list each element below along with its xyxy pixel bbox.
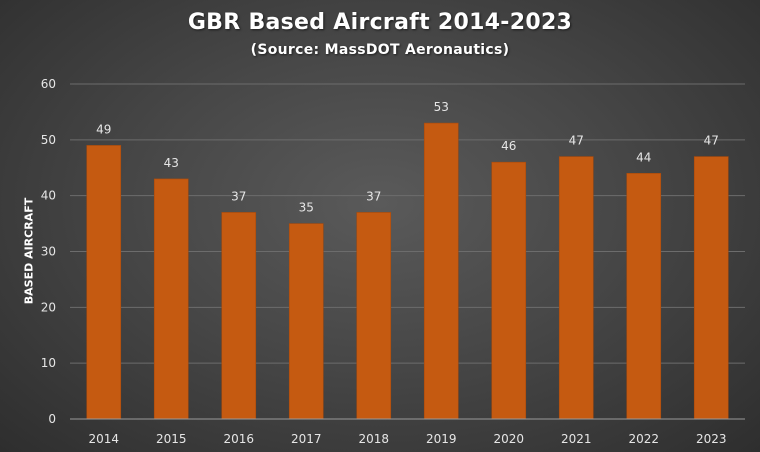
x-tick-label-2020: 2020 xyxy=(493,432,524,446)
x-tick-label-2017: 2017 xyxy=(291,432,322,446)
y-tick-label: 40 xyxy=(41,189,56,203)
x-tick-label-2018: 2018 xyxy=(358,432,389,446)
x-tick-label-2015: 2015 xyxy=(156,432,187,446)
x-tick-label-2014: 2014 xyxy=(88,432,119,446)
bar-2016 xyxy=(221,212,257,420)
y-tick-label: 20 xyxy=(41,300,56,314)
data-label-2021: 47 xyxy=(569,134,584,148)
y-tick-label: 30 xyxy=(41,245,56,259)
data-label-2023: 47 xyxy=(704,134,719,148)
bar-2015 xyxy=(153,178,189,420)
x-tick-label-2019: 2019 xyxy=(426,432,457,446)
chart-subtitle: (Source: MassDOT Aeronautics) xyxy=(250,42,510,58)
x-tick-label-2022: 2022 xyxy=(628,432,659,446)
bar-2020 xyxy=(491,161,527,420)
bar-2017 xyxy=(288,223,324,420)
x-tick-label-2016: 2016 xyxy=(223,432,254,446)
data-label-2018: 37 xyxy=(366,189,381,203)
y-tick-label: 0 xyxy=(48,412,56,426)
data-label-2015: 43 xyxy=(164,156,179,170)
data-label-2019: 53 xyxy=(434,100,449,114)
bar-2021 xyxy=(558,156,594,420)
data-label-2016: 37 xyxy=(231,189,246,203)
x-tick-label-2021: 2021 xyxy=(561,432,592,446)
y-tick-label: 60 xyxy=(41,77,56,91)
data-label-2022: 44 xyxy=(636,150,651,164)
y-tick-label: 10 xyxy=(41,356,56,370)
data-label-2014: 49 xyxy=(96,122,111,136)
bar-2022 xyxy=(626,173,662,420)
y-tick-label: 50 xyxy=(41,133,56,147)
bar-2014 xyxy=(86,145,122,420)
bar-2018 xyxy=(356,212,392,420)
data-label-2017: 35 xyxy=(299,201,314,215)
bar-2019 xyxy=(423,122,459,420)
x-tick-label-2023: 2023 xyxy=(696,432,727,446)
bar-2023 xyxy=(693,156,729,420)
data-label-2020: 46 xyxy=(501,139,516,153)
chart-title: GBR Based Aircraft 2014-2023 xyxy=(187,10,573,35)
